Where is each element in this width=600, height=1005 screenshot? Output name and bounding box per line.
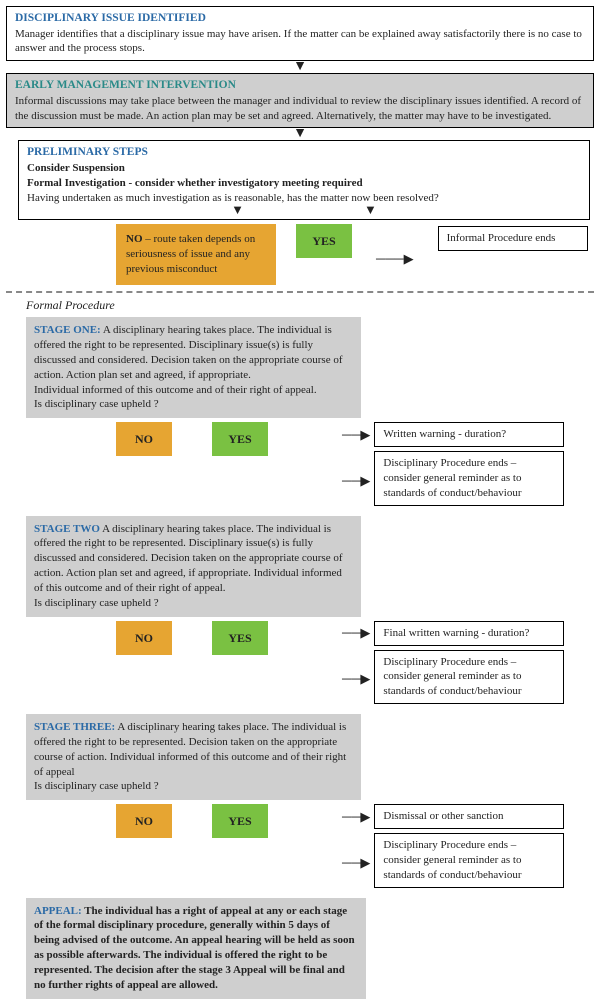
stage1-decision: NO YES ──▶Written warning - duration? ──… [116, 422, 594, 505]
box-early-intervention: EARLY MANAGEMENT INTERVENTION Informal d… [6, 73, 594, 128]
stage3-title: STAGE THREE: [34, 721, 115, 733]
arrow-icon: ──▶ [342, 472, 370, 490]
stage-two-container: STAGE TWO A disciplinary hearing takes p… [26, 516, 594, 617]
box1-body: Manager identifies that a disciplinary i… [15, 27, 585, 57]
stage-two-box: STAGE TWO A disciplinary hearing takes p… [26, 516, 361, 617]
stage-three-container: STAGE THREE: A disciplinary hearing take… [26, 714, 594, 800]
stage-three-box: STAGE THREE: A disciplinary hearing take… [26, 714, 361, 800]
stage3-decision: NO YES ──▶Dismissal or other sanction ──… [116, 804, 594, 887]
stage1-title: STAGE ONE: [34, 324, 101, 336]
stage2-no: NO [116, 621, 172, 655]
stage3-outcomes: ──▶Dismissal or other sanction ──▶Discip… [338, 804, 564, 887]
arrow-icon: ▼ [6, 130, 594, 140]
box3-title: PRELIMINARY STEPS [27, 145, 581, 161]
stage2-outcome1: Final written warning - duration? [374, 621, 564, 646]
appeal-title: APPEAL: [34, 905, 82, 917]
stage2-title: STAGE TWO [34, 523, 100, 535]
stage3-question: Is disciplinary case upheld ? [34, 779, 353, 794]
arrow-icon: ──▶ [342, 624, 370, 642]
stage1-no: NO [116, 422, 172, 456]
arrow-icon: ▼ [364, 205, 377, 215]
box2-body: Informal discussions may take place betw… [15, 94, 585, 124]
arrow-icon: ──▶ [342, 808, 370, 826]
stage2-yes: YES [212, 621, 268, 655]
box3-line1: Consider Suspension [27, 161, 581, 176]
dashed-divider [6, 291, 594, 293]
stage3-outcome2: Disciplinary Procedure ends – consider g… [374, 833, 564, 888]
stage3-yes: YES [212, 804, 268, 838]
formal-procedure-label: Formal Procedure [26, 297, 594, 313]
box3-line3: Having undertaken as much investigation … [27, 191, 581, 206]
arrow-icon: ──▶ [342, 854, 370, 872]
appeal-box: APPEAL: The individual has a right of ap… [26, 898, 366, 999]
stage1-body2: Individual informed of this outcome and … [34, 383, 353, 398]
appeal-body: The individual has a right of appeal at … [34, 905, 355, 991]
box3-line2: Formal Investigation - consider whether … [27, 176, 581, 191]
arrow-icon: ───▶ [376, 250, 414, 268]
box-disciplinary-issue: DISCIPLINARY ISSUE IDENTIFIED Manager id… [6, 6, 594, 61]
stage-one-box: STAGE ONE: A disciplinary hearing takes … [26, 317, 361, 418]
arrow-icon: ──▶ [342, 670, 370, 688]
stage1-question: Is disciplinary case upheld ? [34, 397, 353, 412]
stage1-outcomes: ──▶Written warning - duration? ──▶Discip… [338, 422, 564, 505]
stage1-outcome2: Disciplinary Procedure ends – consider g… [374, 451, 564, 506]
prelim-yes-box: YES [296, 224, 352, 258]
arrow-icon: ▼ [231, 205, 244, 215]
informal-ends-box: Informal Procedure ends [438, 226, 588, 251]
prelim-no-box: NO – route taken depends on seriousness … [116, 224, 276, 285]
stage1-outcome1: Written warning - duration? [374, 422, 564, 447]
stage2-outcomes: ──▶Final written warning - duration? ──▶… [338, 621, 564, 704]
prelim-decision-row: NO – route taken depends on seriousness … [116, 224, 594, 285]
arrow-icon: ▼ [6, 63, 594, 73]
stage1-yes: YES [212, 422, 268, 456]
stage3-no: NO [116, 804, 172, 838]
stage3-outcome1: Dismissal or other sanction [374, 804, 564, 829]
stage2-question: Is disciplinary case upheld ? [34, 596, 353, 611]
stage2-outcome2: Disciplinary Procedure ends – consider g… [374, 650, 564, 705]
prelim-no-text: – route taken depends on seriousness of … [126, 233, 255, 275]
box2-title: EARLY MANAGEMENT INTERVENTION [15, 78, 585, 94]
stage2-decision: NO YES ──▶Final written warning - durati… [116, 621, 594, 704]
stage-one-container: STAGE ONE: A disciplinary hearing takes … [26, 317, 594, 418]
arrow-icon: ──▶ [342, 426, 370, 444]
box1-title: DISCIPLINARY ISSUE IDENTIFIED [15, 11, 585, 27]
box-preliminary-steps: PRELIMINARY STEPS Consider Suspension Fo… [18, 140, 590, 220]
